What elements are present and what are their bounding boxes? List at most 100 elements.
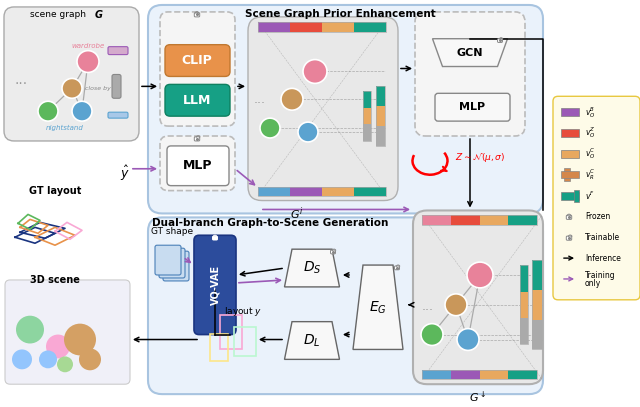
Bar (520, 265, 528, 291)
Text: VQ-VAE: VQ-VAE (210, 265, 220, 305)
Bar (322, 187, 354, 196)
Text: GT layout: GT layout (29, 186, 81, 196)
FancyBboxPatch shape (155, 245, 181, 275)
Text: Frozen: Frozen (585, 212, 611, 221)
Bar (532, 260, 542, 350)
Bar (520, 291, 528, 318)
Bar (564, 168, 570, 181)
Text: 3D scene: 3D scene (30, 275, 80, 285)
Bar (422, 370, 537, 379)
Bar (234, 326, 256, 357)
Text: $v_O^C$: $v_O^C$ (585, 147, 596, 161)
Circle shape (16, 316, 44, 344)
Bar (258, 22, 290, 32)
Bar (210, 334, 228, 361)
FancyBboxPatch shape (148, 217, 543, 394)
Circle shape (57, 357, 73, 372)
Bar (376, 126, 385, 146)
Polygon shape (433, 39, 508, 66)
Bar (220, 315, 242, 350)
Bar (479, 215, 508, 225)
Bar (258, 187, 290, 196)
Text: LLM: LLM (183, 94, 211, 107)
Circle shape (46, 335, 70, 359)
Polygon shape (285, 249, 339, 287)
FancyBboxPatch shape (148, 5, 543, 213)
FancyBboxPatch shape (394, 266, 399, 270)
Bar (363, 91, 371, 141)
Circle shape (77, 50, 99, 72)
Text: $E_G$: $E_G$ (369, 300, 387, 316)
Circle shape (260, 118, 280, 138)
Text: $D_L$: $D_L$ (303, 332, 321, 349)
Bar (422, 215, 537, 225)
Text: wardrobe: wardrobe (72, 43, 104, 49)
FancyBboxPatch shape (195, 13, 200, 17)
Text: $G^\downarrow$: $G^\downarrow$ (469, 389, 487, 404)
Bar (376, 86, 385, 106)
Bar (422, 215, 451, 225)
FancyBboxPatch shape (4, 7, 139, 141)
FancyBboxPatch shape (413, 210, 543, 384)
Circle shape (421, 324, 443, 346)
Text: CLIP: CLIP (182, 54, 212, 67)
Text: Trainable: Trainable (585, 233, 620, 242)
FancyBboxPatch shape (160, 136, 235, 190)
Text: Training: Training (585, 271, 616, 280)
FancyBboxPatch shape (163, 251, 189, 281)
FancyBboxPatch shape (165, 45, 230, 77)
FancyBboxPatch shape (553, 96, 640, 300)
Bar (363, 91, 371, 108)
Text: layout $y$: layout $y$ (224, 305, 262, 318)
Bar (532, 319, 542, 350)
FancyBboxPatch shape (566, 236, 572, 240)
Bar (479, 370, 508, 379)
Text: GCN: GCN (457, 48, 483, 58)
Bar (354, 187, 386, 196)
FancyBboxPatch shape (415, 12, 525, 136)
FancyBboxPatch shape (5, 280, 130, 384)
Text: nightstand: nightstand (46, 125, 84, 131)
Text: $v^F$: $v^F$ (585, 189, 595, 202)
Text: Scene Graph Prior Enhancement: Scene Graph Prior Enhancement (244, 9, 435, 19)
Circle shape (39, 350, 57, 368)
Bar (561, 171, 579, 178)
FancyBboxPatch shape (112, 74, 121, 98)
FancyBboxPatch shape (248, 17, 398, 201)
FancyBboxPatch shape (435, 93, 510, 121)
FancyBboxPatch shape (195, 137, 200, 141)
Text: $\hat{y}$: $\hat{y}$ (120, 164, 130, 183)
Text: scene graph: scene graph (30, 10, 86, 19)
Bar (322, 22, 354, 32)
Text: G: G (95, 10, 103, 20)
Circle shape (62, 79, 82, 98)
Polygon shape (285, 322, 339, 359)
FancyBboxPatch shape (212, 236, 218, 240)
Bar (520, 265, 528, 344)
Polygon shape (353, 265, 403, 350)
Bar (561, 108, 579, 116)
FancyBboxPatch shape (159, 248, 185, 278)
Bar (561, 192, 579, 199)
Circle shape (38, 101, 58, 121)
Text: $v_O^Z$: $v_O^Z$ (585, 126, 596, 140)
FancyBboxPatch shape (497, 39, 502, 42)
Bar (561, 150, 579, 158)
Text: GT shape: GT shape (151, 228, 193, 236)
Bar (508, 215, 537, 225)
FancyBboxPatch shape (160, 12, 235, 126)
Bar (363, 125, 371, 141)
Text: $v_O^B$: $v_O^B$ (585, 105, 596, 120)
FancyBboxPatch shape (167, 146, 229, 186)
Circle shape (79, 348, 101, 370)
Bar (451, 215, 479, 225)
Bar (561, 129, 579, 137)
Bar (376, 86, 385, 146)
Circle shape (64, 324, 96, 355)
Text: Dual-branch Graph-to-Scene Generation: Dual-branch Graph-to-Scene Generation (152, 219, 388, 228)
Text: only: only (585, 280, 601, 289)
FancyBboxPatch shape (108, 47, 128, 55)
Bar (451, 370, 479, 379)
Circle shape (281, 88, 303, 110)
FancyBboxPatch shape (165, 84, 230, 116)
